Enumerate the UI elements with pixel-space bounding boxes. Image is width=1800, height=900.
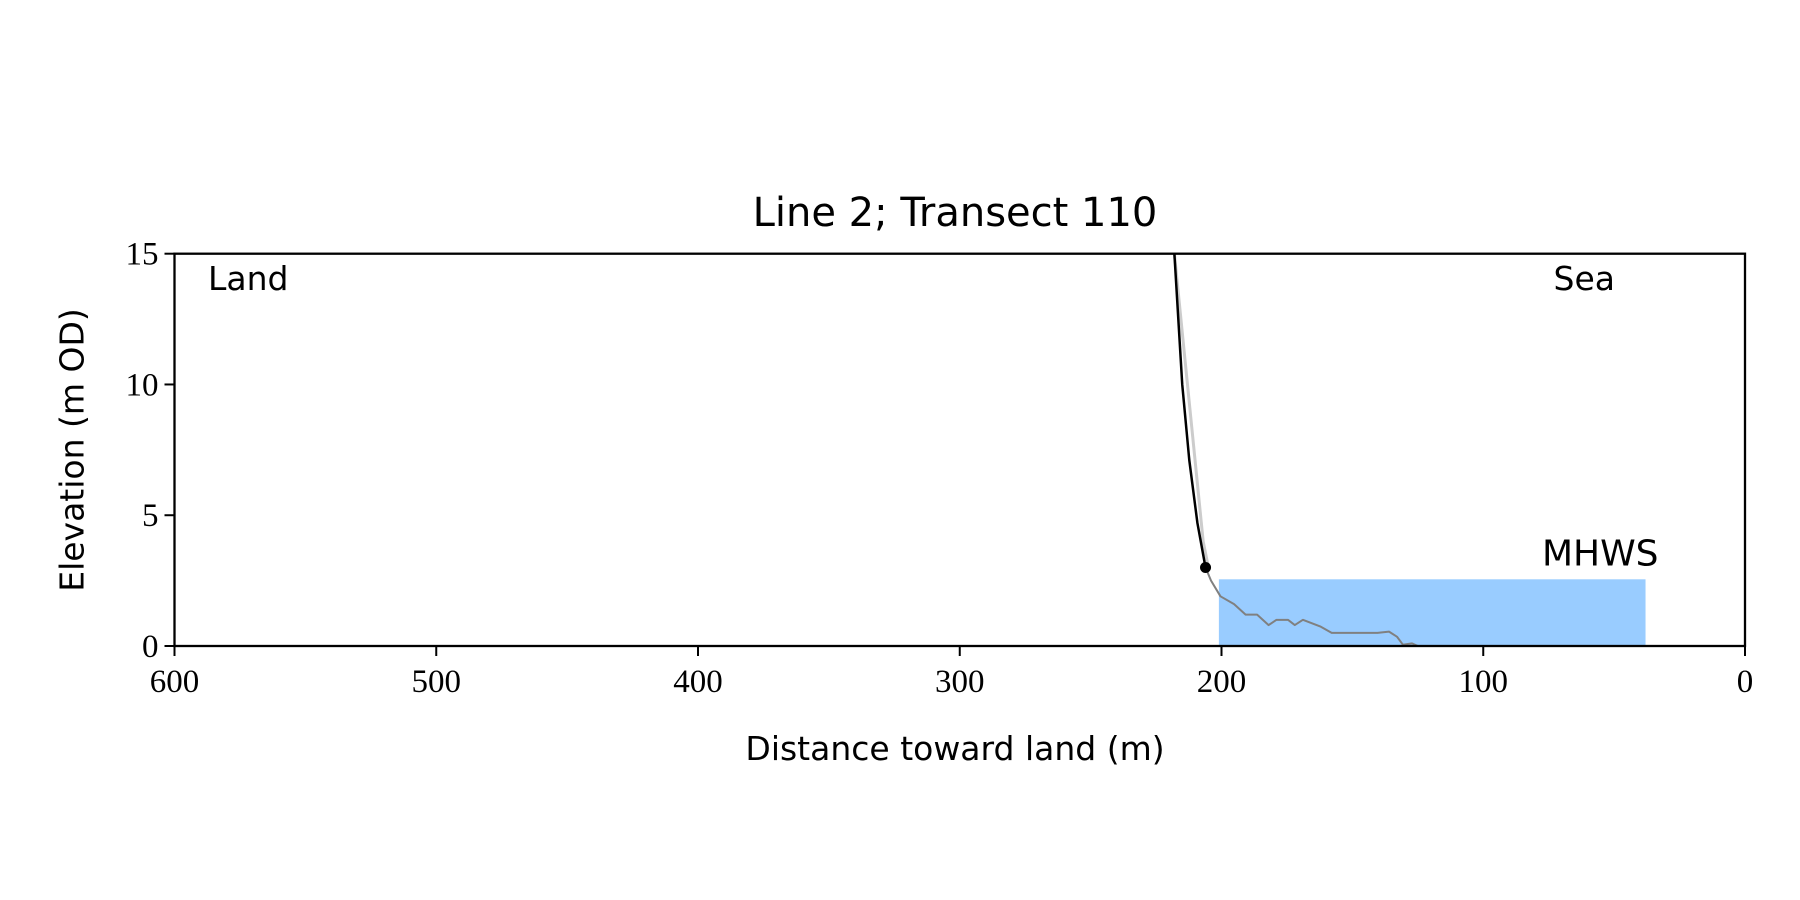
annotation: Sea [1554, 259, 1615, 298]
y-tick-label: 15 [126, 237, 159, 273]
profile-line [1204, 567, 1419, 646]
profile-line [1173, 253, 1207, 568]
mhws-band [1218, 579, 1646, 646]
y-tick-label: 10 [126, 367, 159, 403]
x-tick-label: 0 [1737, 664, 1754, 700]
chart-title: Line 2; Transect 110 [753, 190, 1158, 236]
mhws-label: MHWS [1542, 533, 1659, 574]
y-tick-label: 0 [142, 629, 159, 665]
x-tick-label: 600 [150, 664, 200, 700]
x-tick-label: 400 [673, 664, 723, 700]
x-tick-label: 100 [1459, 664, 1509, 700]
x-axis-label: Distance toward land (m) [745, 729, 1164, 768]
x-tick-label: 300 [935, 664, 985, 700]
x-tick-label: 500 [412, 664, 462, 700]
x-tick-label: 200 [1197, 664, 1247, 700]
point-marker [1200, 562, 1212, 574]
annotation: Land [208, 259, 288, 298]
profile-line [1172, 253, 1210, 568]
y-axis-label: Elevation (m OD) [53, 308, 92, 592]
y-tick-label: 5 [142, 498, 159, 534]
